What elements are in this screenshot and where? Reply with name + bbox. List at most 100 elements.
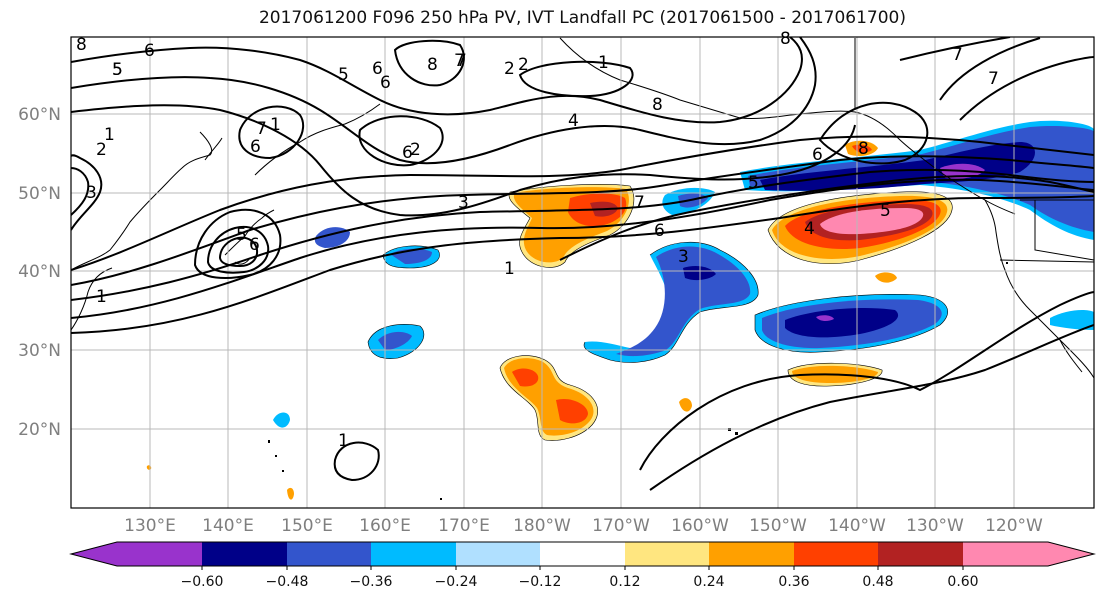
island — [282, 470, 284, 472]
contour-label: 2 — [518, 55, 529, 75]
colorbar-segment — [202, 542, 287, 566]
contour-label: 2 — [410, 140, 421, 160]
colorbar-segment — [540, 542, 625, 566]
colorbar-tick-label: 0.36 — [778, 574, 809, 590]
contour-label: 5 — [112, 60, 123, 80]
lon-label-150e: 150°E — [281, 516, 333, 536]
contour-label: 6 — [144, 41, 155, 61]
contour-label: 4 — [804, 219, 815, 239]
pv-contour-north-5 — [71, 37, 817, 165]
alaska-coastline — [559, 37, 1016, 215]
contour-label: 7 — [952, 45, 963, 65]
contour-label: 6 — [812, 145, 823, 165]
colorbar-tick-label: −0.48 — [266, 574, 309, 590]
contour-label: 7 — [988, 69, 999, 89]
island — [275, 455, 277, 457]
figure-title: 2017061200 F096 250 hPa PV, IVT Landfall… — [258, 8, 906, 28]
pv-contour-north-2 — [959, 56, 1094, 121]
colorbar-max-extension — [1048, 542, 1094, 566]
pv-contour-3 — [71, 168, 1094, 301]
lat-label-30n: 30°N — [18, 341, 61, 361]
colorbar-tick-label: 0.60 — [947, 574, 978, 590]
contour-label: 1 — [96, 287, 107, 307]
map-frame — [70, 36, 1095, 509]
contour-label: 4 — [568, 111, 579, 131]
contour-label: 5 — [748, 173, 759, 193]
pv-contour-subtropical-outer — [649, 324, 1094, 491]
pv-contour-subtropical-trough — [639, 291, 1094, 471]
contour-label: 8 — [780, 29, 791, 49]
island — [268, 440, 270, 443]
contour-label: 3 — [678, 247, 689, 267]
contour-label: 3 — [458, 193, 469, 213]
contour-label: 6 — [402, 143, 413, 163]
contour-label: 7 — [454, 51, 465, 71]
contour-label: 1 — [270, 115, 281, 135]
colorbar-segment — [963, 542, 1048, 566]
island — [735, 432, 738, 435]
pv-cutoff-low-inner — [218, 236, 259, 268]
colorbar: −0.60 −0.48 −0.36 −0.24 −0.12 0.12 0.24 … — [69, 541, 1096, 590]
pv-closed-contour-bering-west — [393, 39, 465, 87]
shaded-ivt-field — [146, 120, 1094, 500]
contour-label: 5 — [112, 60, 123, 80]
pv-contour-4 — [71, 155, 1094, 286]
lon-label-140e: 140°E — [202, 516, 254, 536]
pv-contour-6 — [559, 175, 1094, 261]
contour-label: 7 — [256, 119, 267, 139]
contour-label: 8 — [858, 139, 869, 159]
baja-coastline — [1059, 339, 1083, 373]
contour-label: 8 — [76, 35, 87, 55]
china-coastline — [71, 267, 113, 331]
colorbar-tick-label: −0.12 — [519, 574, 562, 590]
pv-closed-contour-subtropical — [333, 441, 380, 482]
gridlines — [71, 37, 1094, 508]
contour-label: 7 — [456, 51, 467, 71]
pv-cutoff-low-outer — [193, 208, 282, 279]
lon-label-140w: 140°W — [828, 516, 886, 536]
colorbar-min-extension — [71, 542, 117, 566]
lat-label-50n: 50°N — [18, 184, 61, 204]
pv-contour-5 — [71, 135, 1094, 271]
colorbar-segment — [709, 542, 794, 566]
colorbar-segment — [878, 542, 963, 566]
contour-label: 5 — [880, 201, 891, 221]
lon-label-180w: 180°W — [513, 516, 571, 536]
contour-label: 6 — [249, 235, 260, 255]
lon-label-120w: 120°W — [985, 516, 1043, 536]
contour-label: 1 — [598, 53, 609, 73]
contour-label: 1 — [104, 125, 115, 145]
pv-contour-north-4 — [71, 37, 803, 124]
pv-cutoff-low-mid — [206, 226, 270, 274]
contour-label: 7 — [634, 193, 645, 213]
longitude-labels: 130°E 140°E 150°E 160°E 170°E 180°W 170°… — [124, 516, 1043, 536]
colorbar-segment — [625, 542, 709, 566]
colorbar-segment — [371, 542, 456, 566]
contour-label: 1 — [504, 259, 515, 279]
colorbar-segment — [456, 542, 540, 566]
lat-label-40n: 40°N — [18, 262, 61, 282]
pv-contours — [71, 37, 1094, 491]
pv-closed-contour-aleutian — [358, 115, 444, 167]
sakhalin-coastline — [204, 137, 223, 161]
lon-label-160e: 160°E — [359, 516, 411, 536]
contour-label: 5 — [338, 65, 349, 85]
contour-label: 6 — [654, 221, 665, 241]
colorbar-tick-marks — [201, 566, 964, 570]
island — [1006, 262, 1008, 264]
colorbar-segment — [287, 542, 371, 566]
lon-label-160w: 160°W — [671, 516, 729, 536]
lon-label-130e: 130°E — [124, 516, 176, 536]
pv-contour-north-6 — [71, 104, 856, 217]
contour-label: 2 — [504, 59, 515, 79]
lon-label-170e: 170°E — [438, 516, 490, 536]
east-asia-coastline — [71, 131, 213, 271]
island — [440, 498, 442, 500]
lat-label-60n: 60°N — [18, 105, 61, 125]
latitude-labels: 60°N 50°N 40°N 30°N 20°N — [18, 105, 61, 440]
pv-contour-north-3 — [899, 37, 1011, 61]
contour-label: 5 — [236, 225, 247, 245]
pv-contour-west-edge-inner — [71, 167, 90, 216]
contour-label: 6 — [372, 59, 383, 79]
